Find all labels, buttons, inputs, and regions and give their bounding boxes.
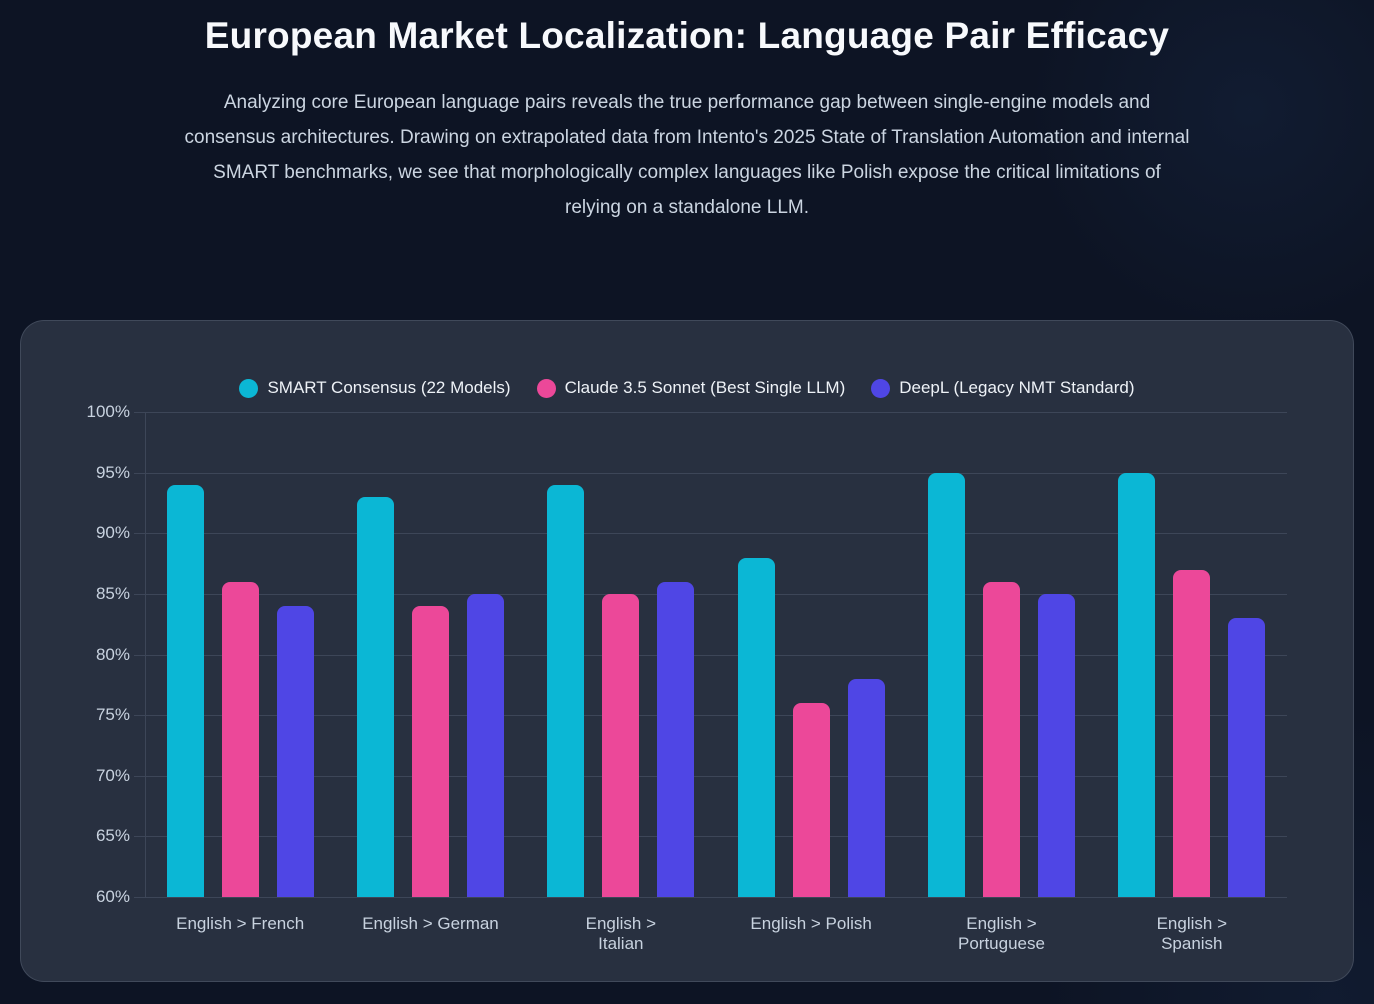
bar-groups: English > French English > German English … bbox=[145, 412, 1287, 953]
bar-deepl-legacy-nmt-standard-english-spanish[interactable] bbox=[1228, 618, 1266, 897]
y-axis-tick-85 bbox=[134, 593, 145, 595]
y-axis-label-75: 75% bbox=[95, 705, 130, 725]
bar-claude-3-5-sonnet-best-single-llm-english-portuguese[interactable] bbox=[982, 581, 1020, 897]
gridline-100 bbox=[145, 412, 1287, 413]
bar-deepl-legacy-nmt-standard-english-polish[interactable] bbox=[847, 678, 885, 897]
chart-card: SMART Consensus (22 Models) Claude 3.5 So… bbox=[20, 320, 1354, 982]
gridline-85 bbox=[145, 593, 1287, 595]
gridline-60 bbox=[145, 897, 1287, 898]
bar-claude-3-5-sonnet-best-single-llm-english-spanish[interactable] bbox=[1173, 569, 1211, 897]
bar-claude-3-5-sonnet-best-single-llm-english-french[interactable] bbox=[221, 581, 259, 897]
legend-item-deepl-legacy-nmt-standard[interactable]: DeepL (Legacy NMT Standard) bbox=[871, 378, 1135, 398]
gridline-80 bbox=[145, 654, 1287, 656]
gridline-65 bbox=[145, 836, 1287, 838]
x-axis-label-english-german: English > German bbox=[362, 914, 499, 933]
y-axis-tick-90 bbox=[134, 533, 145, 535]
legend-label: DeepL (Legacy NMT Standard) bbox=[899, 378, 1135, 397]
bar-claude-3-5-sonnet-best-single-llm-english-german[interactable] bbox=[411, 606, 449, 897]
category-group-english-italian: English > Italian bbox=[526, 412, 716, 953]
bar-deepl-legacy-nmt-standard-english-french[interactable] bbox=[276, 606, 314, 897]
bar-claude-3-5-sonnet-best-single-llm-english-italian[interactable] bbox=[602, 593, 640, 897]
gridline-75 bbox=[145, 715, 1287, 717]
gridline-70 bbox=[145, 775, 1287, 777]
legend-item-claude-3-5-sonnet-best-single-llm[interactable]: Claude 3.5 Sonnet (Best Single LLM) bbox=[536, 378, 846, 398]
y-axis-tick-100 bbox=[134, 412, 145, 413]
bar-smart-consensus-22-models-english-spanish[interactable] bbox=[1118, 472, 1156, 897]
category-group-english-spanish: English > Spanish bbox=[1097, 412, 1287, 953]
y-axis-tick-80 bbox=[134, 654, 145, 656]
x-axis-label-english-portuguese: English > Portuguese bbox=[958, 914, 1045, 953]
page-description: Analyzing core European language pairs r… bbox=[184, 92, 1190, 218]
bar-smart-consensus-22-models-english-italian[interactable] bbox=[547, 484, 585, 897]
legend-item-smart-consensus-22-models[interactable]: SMART Consensus (22 Models) bbox=[239, 378, 511, 398]
legend-label: Claude 3.5 Sonnet (Best Single LLM) bbox=[564, 378, 846, 397]
bar-deepl-legacy-nmt-standard-english-portuguese[interactable] bbox=[1037, 593, 1075, 897]
gridline-90 bbox=[145, 533, 1287, 535]
y-axis-tick-75 bbox=[134, 715, 145, 717]
y-axis-label-65: 65% bbox=[95, 826, 130, 846]
bar-deepl-legacy-nmt-standard-english-german[interactable] bbox=[466, 593, 504, 897]
plot-area: 60% 65% 70% 75% 80% 85% 90% 95% 100% English > Fr… bbox=[87, 402, 1287, 953]
y-axis-tick-65 bbox=[134, 836, 145, 838]
page-title: European Market Localization: Language P… bbox=[204, 15, 1170, 56]
x-axis-label-english-french: English > French bbox=[176, 914, 305, 933]
legend-swatch-icon bbox=[536, 378, 556, 398]
y-axis-tick-60 bbox=[134, 897, 145, 898]
y-axis-label-95: 95% bbox=[95, 462, 130, 482]
y-axis-tick-70 bbox=[134, 775, 145, 777]
y-axis-label-70: 70% bbox=[95, 765, 130, 785]
bar-smart-consensus-22-models-english-polish[interactable] bbox=[737, 557, 775, 897]
category-group-english-portuguese: English > Portuguese bbox=[906, 412, 1096, 953]
y-axis-label-100: 100% bbox=[86, 402, 130, 421]
bar-smart-consensus-22-models-english-french[interactable] bbox=[166, 484, 204, 897]
y-axis-label-80: 80% bbox=[95, 644, 130, 664]
legend-swatch-icon bbox=[239, 378, 259, 398]
gridline-95 bbox=[145, 472, 1287, 474]
chart-legend: SMART Consensus (22 Models) Claude 3.5 So… bbox=[21, 378, 1353, 398]
y-axis-label-90: 90% bbox=[95, 523, 130, 543]
bar-smart-consensus-22-models-english-german[interactable] bbox=[356, 496, 394, 897]
y-axis-tick-95 bbox=[134, 472, 145, 474]
y-axis-label-60: 60% bbox=[95, 887, 130, 906]
category-group-english-german: English > German bbox=[335, 412, 525, 933]
y-axis-line bbox=[145, 412, 146, 897]
bar-claude-3-5-sonnet-best-single-llm-english-polish[interactable] bbox=[792, 703, 830, 897]
bar-smart-consensus-22-models-english-portuguese[interactable] bbox=[927, 472, 965, 897]
x-axis-label-english-italian: English > Italian bbox=[585, 914, 657, 953]
page-header: European Market Localization: Language P… bbox=[0, 0, 1374, 225]
x-axis-label-english-polish: English > Polish bbox=[750, 914, 872, 933]
legend-swatch-icon bbox=[871, 378, 891, 398]
category-group-english-polish: English > Polish bbox=[716, 412, 906, 933]
legend-label: SMART Consensus (22 Models) bbox=[267, 378, 511, 397]
category-group-english-french: English > French bbox=[145, 412, 335, 933]
bar-deepl-legacy-nmt-standard-english-italian[interactable] bbox=[657, 581, 695, 897]
y-axis-label-85: 85% bbox=[95, 583, 130, 603]
x-axis-label-english-spanish: English > Spanish bbox=[1156, 914, 1228, 953]
